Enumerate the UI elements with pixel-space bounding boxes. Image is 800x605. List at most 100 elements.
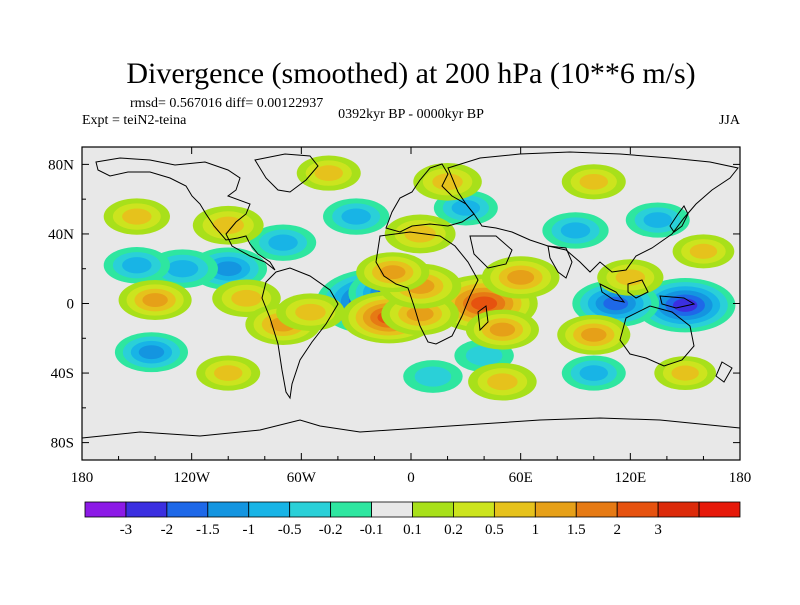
colorbar-swatch xyxy=(248,501,291,518)
coastline-japan xyxy=(669,205,689,233)
period-label: 0392kyr BP - 0000kyr BP xyxy=(338,107,484,122)
colorbar-label: -0.5 xyxy=(278,522,302,538)
anomaly-contour xyxy=(214,261,242,277)
coastline-south-america xyxy=(261,267,339,400)
colorbar-label: -1 xyxy=(243,522,256,538)
coastline-sumatra xyxy=(599,283,626,303)
colorbar-swatch xyxy=(84,501,127,518)
anomaly-contour xyxy=(671,365,699,381)
coastline-north-america xyxy=(95,157,276,271)
colorbar-swatch xyxy=(698,501,741,518)
colorbar-label: 0.5 xyxy=(485,522,504,538)
colorbar-label: -1.5 xyxy=(196,522,220,538)
colorbar-label: 0.2 xyxy=(444,522,463,538)
anomaly-contour xyxy=(142,293,168,307)
colorbar-swatch xyxy=(453,501,495,518)
season-label: JJA xyxy=(719,113,741,128)
anomaly-contour xyxy=(643,212,672,228)
anomaly-contour xyxy=(122,208,152,225)
x-tick-label: 0 xyxy=(407,470,415,486)
y-tick-label: 80N xyxy=(48,157,74,173)
anomaly-contour xyxy=(268,234,298,251)
y-tick-label: 0 xyxy=(67,297,75,313)
colorbar-label: 1.5 xyxy=(567,522,586,538)
anomaly-contour xyxy=(487,373,518,391)
map-area xyxy=(82,147,740,460)
anomaly-contour xyxy=(166,260,199,278)
coastline-europe xyxy=(385,163,475,233)
x-tick-label: 180 xyxy=(71,470,94,486)
coastline-australia xyxy=(619,305,695,367)
coastline-borneo xyxy=(627,279,649,299)
anomaly-contour xyxy=(295,303,326,321)
anomaly-contour xyxy=(471,296,498,311)
coastline-madagascar xyxy=(477,305,489,332)
anomaly-contour xyxy=(406,306,434,322)
colorbar-swatch xyxy=(575,501,618,518)
coastline-india xyxy=(547,245,573,279)
y-tick-label: 40S xyxy=(51,366,74,382)
x-axis: 180 120W 60W 0 60E 120E 180 xyxy=(71,147,752,486)
colorbar-swatch xyxy=(207,501,250,518)
x-tick-label: 120W xyxy=(173,470,211,486)
coastline-asia xyxy=(447,151,739,273)
anomaly-contour xyxy=(507,270,535,285)
colorbar-label: -0.2 xyxy=(319,522,343,538)
colorbar-swatch xyxy=(166,501,209,518)
x-tick-label: 60E xyxy=(509,470,533,486)
anomaly-contour xyxy=(465,345,503,366)
coastlines xyxy=(82,151,740,439)
colorbar-label: -0.1 xyxy=(360,522,384,538)
x-tick-label: 180 xyxy=(729,470,752,486)
y-axis: 80N 40N 0 40S 80S xyxy=(48,157,740,452)
y-tick-label: 40N xyxy=(48,227,74,243)
anomaly-contour xyxy=(672,298,698,312)
anomaly-contour xyxy=(212,216,244,234)
colorbar-swatch xyxy=(616,501,659,518)
coastline-arabia xyxy=(469,235,513,269)
x-tick-label: 120E xyxy=(614,470,646,486)
anomaly-contour xyxy=(231,289,262,307)
coastline-greenland xyxy=(254,153,319,193)
anomaly-contour xyxy=(122,257,152,274)
anomaly-contour xyxy=(579,365,609,381)
colorbar: -3 -2 -1.5 -1 -0.5 -0.2 -0.1 0.1 0.2 0.5 1 1.5 2 3 xyxy=(84,501,741,538)
anomaly-contour xyxy=(489,322,516,337)
anomaly-contour xyxy=(404,225,436,243)
colorbar-label: -2 xyxy=(161,522,174,538)
colorbar-swatch xyxy=(125,501,168,518)
colorbar-label: 2 xyxy=(613,522,621,538)
colorbar-swatch xyxy=(371,501,413,518)
colorbar-label: -3 xyxy=(120,522,133,538)
anomaly-contour xyxy=(451,200,481,216)
colorbar-swatch xyxy=(534,501,577,518)
experiment-label: Expt = teiN2-teina xyxy=(82,113,187,128)
colorbar-swatch xyxy=(289,501,332,518)
anomaly-contour xyxy=(380,265,406,280)
colorbar-swatch xyxy=(493,501,536,518)
coastline-antarctica xyxy=(82,417,740,439)
coastline-africa xyxy=(375,231,479,345)
coastline-new-zealand xyxy=(715,361,733,383)
anomaly-contour xyxy=(560,222,591,239)
anomaly-contour xyxy=(603,296,629,311)
anomaly-contour xyxy=(689,243,718,259)
stats-label: rmsd= 0.567016 diff= 0.00122937 xyxy=(130,96,323,111)
anomaly-field xyxy=(103,155,736,401)
colorbar-swatch xyxy=(657,501,700,518)
anomaly-contour xyxy=(314,165,343,181)
anomaly-contour xyxy=(414,366,452,387)
coastline-new-guinea xyxy=(659,295,696,309)
colorbar-label: 1 xyxy=(532,522,540,538)
x-tick-label: 60W xyxy=(287,470,317,486)
colorbar-label: 0.1 xyxy=(403,522,422,538)
anomaly-contour xyxy=(581,327,607,342)
colorbar-label: 3 xyxy=(654,522,662,538)
anomaly-contour xyxy=(579,173,609,190)
anomaly-contour xyxy=(138,345,165,360)
y-tick-label: 80S xyxy=(51,436,74,452)
anomaly-contour xyxy=(213,365,243,381)
anomaly-contour xyxy=(341,208,371,225)
